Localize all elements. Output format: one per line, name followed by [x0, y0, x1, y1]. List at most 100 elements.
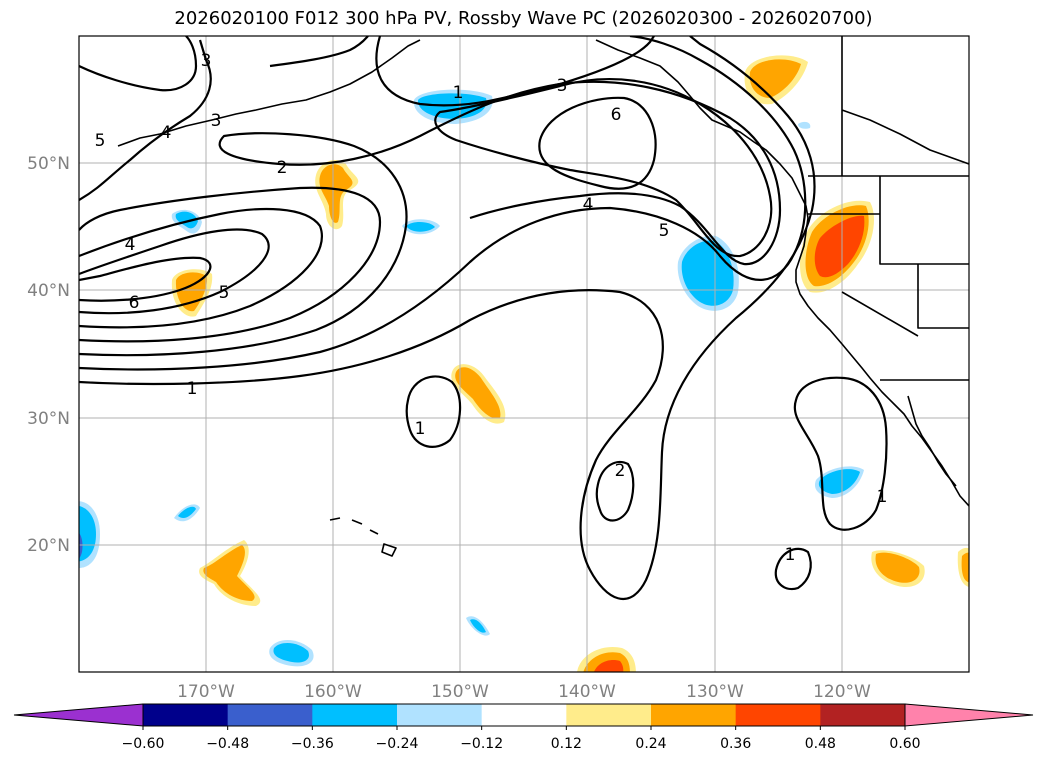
colorbar-cell	[820, 704, 906, 726]
contour-label: 5	[219, 283, 230, 303]
colorbar-frame	[142, 703, 906, 727]
gridlines	[79, 36, 969, 672]
longitude-label: 160°W	[304, 682, 362, 702]
colorbar-tick-label: −0.60	[122, 736, 165, 752]
contour-line	[79, 39, 212, 201]
longitude-label: 130°W	[686, 682, 744, 702]
colorbar-tick-label: 0.48	[805, 736, 836, 752]
anomaly-blob	[875, 552, 920, 583]
colorbar-cell	[735, 704, 821, 726]
anomaly-blob	[798, 121, 811, 129]
contour-line	[79, 36, 816, 601]
contour-line	[79, 207, 323, 329]
contour-label: 4	[125, 235, 136, 255]
contour-line	[405, 375, 462, 448]
contour-label: 3	[211, 111, 222, 131]
baja-coast	[907, 395, 957, 487]
latitude-label: 50°N	[27, 154, 70, 174]
latitude-label: 20°N	[27, 536, 70, 556]
contour-label: 1	[877, 487, 888, 507]
anomaly-blob	[79, 532, 83, 559]
longitude-labels: 170°W 160°W 150°W 140°W 130°W 120°W	[177, 682, 871, 702]
colorbar-tick-label: −0.24	[376, 736, 419, 752]
contour-labels: 3 5 4 3 2 4 6 5 1 1 3 6 4 5 1 2 1 1	[95, 51, 888, 565]
contour-line	[434, 78, 773, 258]
anomaly-blob	[79, 506, 96, 562]
map-frame	[78, 35, 970, 673]
colorbar-cells	[13, 703, 1034, 727]
colorbar-cell	[566, 704, 652, 726]
contour-line	[79, 186, 382, 343]
longitude-label: 150°W	[431, 682, 489, 702]
contour-line	[79, 256, 212, 302]
aleutian-coast	[117, 39, 421, 147]
contour-label: 5	[95, 131, 106, 151]
us-state-borders	[808, 176, 969, 381]
contour-line	[595, 460, 635, 522]
anomaly-blob	[319, 164, 353, 223]
anomaly-blob	[273, 642, 309, 663]
colorbar-tick-label: 0.60	[889, 736, 920, 752]
contour-line	[269, 36, 369, 68]
latitude-label: 40°N	[27, 281, 70, 301]
anomaly-blob	[178, 506, 196, 519]
anomaly-blob	[594, 660, 624, 672]
longitude-label: 140°W	[558, 682, 616, 702]
anomaly-blob	[814, 215, 865, 278]
longitude-label: 170°W	[177, 682, 235, 702]
colorbar-tick-label: 0.36	[720, 736, 751, 752]
colorbar-tick-label: 0.24	[635, 736, 666, 752]
contour-label: 4	[583, 195, 594, 215]
colorbar-tick-label: 0.12	[551, 736, 582, 752]
colorbar-tick-label: −0.48	[206, 736, 249, 752]
contour-label: 1	[187, 379, 198, 399]
anomaly-blob	[406, 221, 435, 232]
colorbar-tick-label: −0.12	[460, 736, 503, 752]
colorbar-extend-max	[904, 703, 1034, 727]
colorbar-cell	[227, 704, 313, 726]
anomaly-blob	[749, 59, 801, 98]
contour-line	[774, 547, 812, 591]
contour-label: 2	[277, 158, 288, 178]
contour-line	[79, 80, 782, 357]
coastlines	[117, 36, 969, 557]
contour-label: 5	[659, 221, 670, 241]
contour-label: 4	[161, 123, 172, 143]
contour-line	[375, 36, 655, 107]
contour-label: 2	[615, 461, 626, 481]
colorbar-extend-min	[13, 703, 144, 727]
map-title: 2026020100 F012 300 hPa PV, Rossby Wave …	[174, 8, 873, 29]
colorbar-tick-label: −0.36	[291, 736, 334, 752]
anomaly-blob	[470, 619, 486, 633]
contour-label: 1	[415, 419, 426, 439]
colorbar-ticks: −0.60 −0.48 −0.36 −0.24 −0.12 0.12 0.24 0.36 0.4…	[122, 726, 921, 752]
latitude-labels: 50°N 40°N 30°N 20°N	[27, 154, 70, 556]
anomaly-blob	[961, 552, 969, 583]
latitude-label: 30°N	[27, 409, 70, 429]
contours	[79, 36, 888, 601]
contour-line	[79, 228, 270, 315]
colorbar-cell	[481, 704, 567, 726]
colorbar-cell	[312, 704, 398, 726]
contour-label: 1	[785, 545, 796, 565]
longitude-label: 120°W	[813, 682, 871, 702]
contour-label: 6	[129, 293, 140, 313]
hawaii-islands	[329, 517, 397, 557]
canada-borders	[841, 36, 969, 176]
contour-label: 3	[201, 51, 212, 71]
contour-label: 1	[453, 83, 464, 103]
contour-line	[793, 376, 888, 531]
alaska-panhandle-coast	[595, 39, 809, 219]
anomaly-blob	[818, 469, 860, 494]
colorbar-cell	[143, 704, 229, 726]
contour-line	[79, 36, 807, 371]
anomaly-blob	[455, 367, 501, 419]
contour-line	[538, 96, 657, 190]
anomaly-blob	[203, 545, 255, 601]
contour-label: 6	[611, 105, 622, 125]
colorbar-cell	[651, 704, 737, 726]
colorbar: −0.60 −0.48 −0.36 −0.24 −0.12 0.12 0.24 0.36 0.4…	[13, 703, 1034, 752]
positive-anomalies	[171, 55, 969, 672]
shaded-anomalies	[79, 55, 969, 672]
colorbar-cell	[397, 704, 483, 726]
